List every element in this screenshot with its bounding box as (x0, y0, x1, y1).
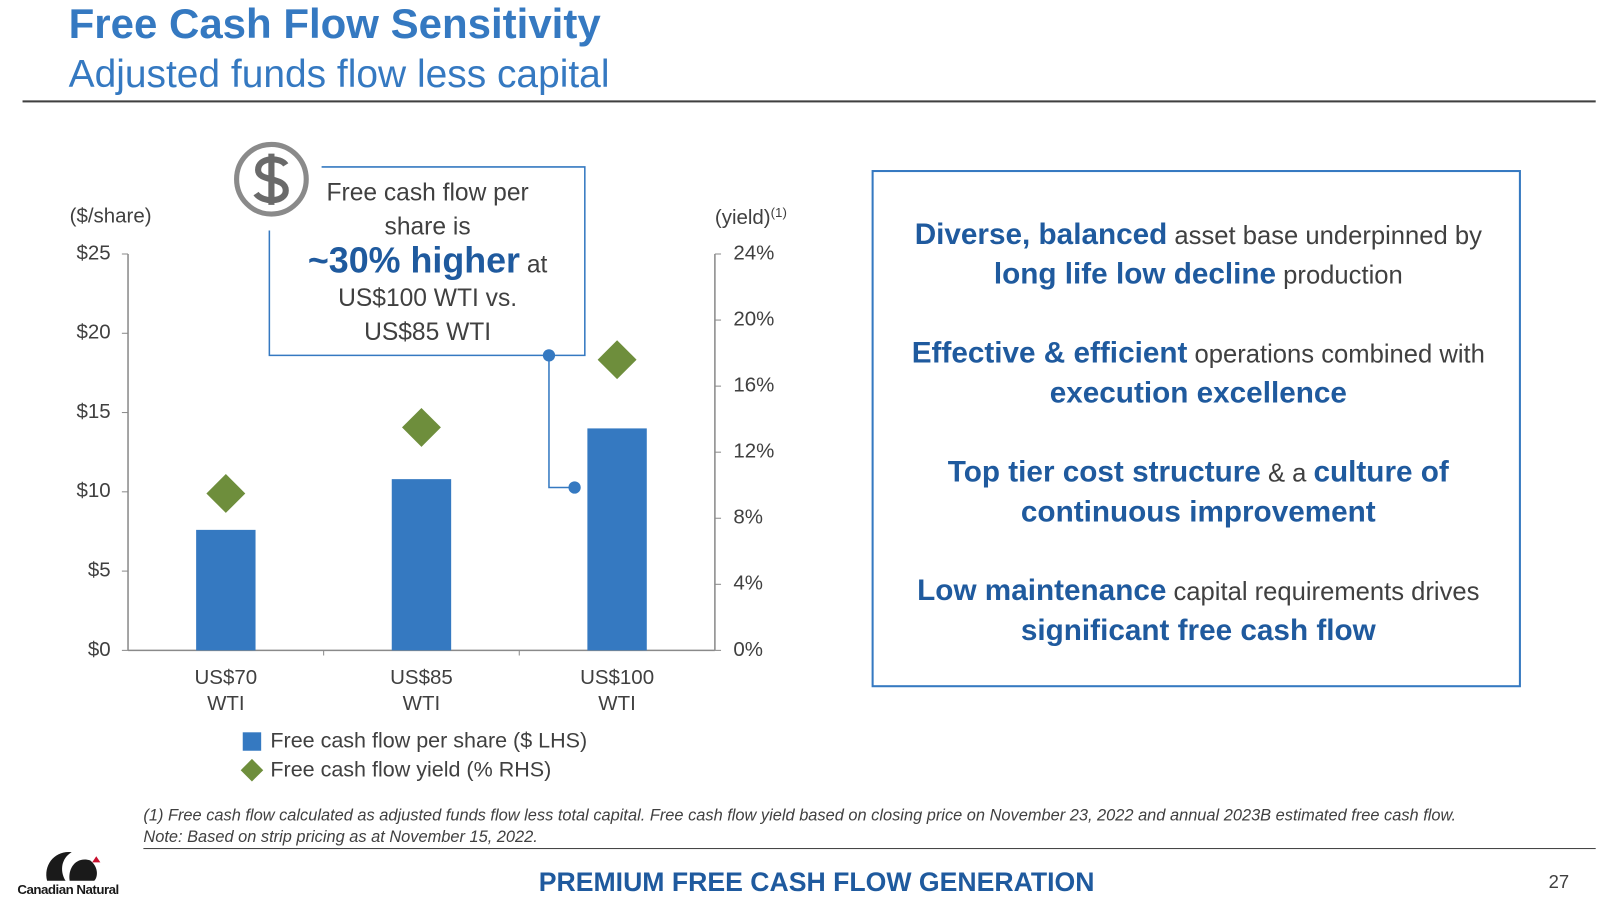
y-tick-label: $5 (88, 559, 111, 582)
highlight-emphasis: Low maintenance (917, 574, 1167, 608)
y2-tick-label: 12% (733, 440, 774, 463)
highlights: Diverse, balanced asset base underpinned… (901, 215, 1495, 690)
highlights-box (871, 170, 1521, 688)
legend-swatch (240, 758, 264, 782)
highlight: Low maintenance capital requirements dri… (901, 572, 1495, 652)
dollar-icon-sign (253, 153, 289, 205)
legend-label: Free cash flow yield (% RHS) (270, 757, 552, 782)
y-tick-label: $15 (76, 400, 110, 423)
footnotes: (1) Free cash flow calculated as adjuste… (143, 805, 1456, 848)
callout-after: at (526, 250, 548, 279)
callout-connector (548, 355, 575, 489)
callout-lead: Free cash flow per share is (326, 179, 529, 241)
legend-label: Free cash flow per share ($ LHS) (270, 729, 588, 753)
y2-tick-label: 4% (733, 572, 763, 595)
legend-item: Free cash flow yield (% RHS) (240, 756, 588, 785)
y-tick-label: $10 (76, 479, 110, 502)
page-number: 27 (1548, 871, 1570, 893)
y2-tick-label: 8% (733, 506, 763, 529)
logo-mark (46, 851, 101, 881)
highlight-text: asset base underpinned by (1174, 221, 1482, 250)
title: Free Cash Flow Sensitivity (68, 0, 601, 48)
y2-tick-label: 0% (733, 638, 763, 661)
x-tick-label: US$85 WTI (390, 666, 453, 715)
y2-tick-label: 16% (733, 374, 774, 397)
highlight-emphasis: significant free cash flow (1020, 614, 1376, 648)
footer-tagline: PREMIUM FREE CASH FLOW GENERATION (538, 866, 1095, 898)
highlight-emphasis: Diverse, balanced (914, 218, 1168, 251)
diamond-marker (206, 474, 246, 513)
y2-tick-label: 20% (733, 307, 774, 330)
legend: Free cash flow per share ($ LHS) Free cas… (240, 727, 588, 784)
footer-rule (143, 848, 1596, 850)
legend-swatch (242, 732, 262, 751)
diamond-marker (597, 340, 637, 380)
y-tick-label: $0 (88, 638, 111, 661)
callout-highlight: ~30% higher (307, 240, 521, 281)
y-tick-label: $20 (76, 321, 110, 344)
dollar-icon (234, 141, 309, 217)
logo-text: Canadian Natural (17, 881, 119, 898)
y2-axis-label-note: (1) (771, 205, 787, 220)
highlight-emphasis: long life low decline (993, 258, 1277, 291)
y2-axis-label-text: (yield) (715, 207, 771, 230)
highlight-emphasis: Top tier cost structure (947, 455, 1261, 489)
footnote: (1) Free cash flow calculated as adjuste… (143, 807, 1457, 825)
connector-dot (542, 349, 556, 362)
y-axis-label: ($/share) (70, 205, 152, 228)
diamond-marker (401, 407, 441, 447)
y2-axis-label: (yield)(1) (715, 205, 787, 230)
callout-tail: US$100 WTI vs. US$85 WTI (338, 284, 518, 347)
highlight-text: & a (1267, 458, 1307, 488)
highlight: Diverse, balanced asset base underpinned… (901, 215, 1495, 295)
subtitle: Adjusted funds flow less capital (68, 53, 610, 97)
highlight-text: capital requirements drives (1173, 577, 1480, 607)
highlight-emphasis: culture of continuous improvement (1020, 455, 1449, 529)
bar (587, 428, 647, 651)
bar (391, 479, 452, 651)
legend-marker (240, 758, 264, 782)
highlight-text: operations combined with (1194, 340, 1485, 369)
x-tick-label: US$100 WTI (580, 666, 655, 715)
highlight: Top tier cost structure & a culture of c… (901, 453, 1495, 533)
highlight-text: production (1283, 261, 1403, 290)
legend-item: Free cash flow per share ($ LHS) (240, 727, 588, 756)
legend-marker (242, 732, 262, 751)
footnote: Note: Based on strip pricing as at Novem… (143, 828, 538, 846)
highlight-emphasis: execution excellence (1049, 376, 1347, 410)
y-tick-label: $25 (76, 241, 110, 264)
callout-box (268, 166, 586, 357)
connector-dot (568, 481, 581, 494)
highlight: Effective & efficient operations combine… (901, 334, 1495, 414)
x-tick-label: US$70 WTI (194, 666, 258, 715)
highlight-emphasis: Effective & efficient (911, 336, 1188, 370)
header-rule (22, 100, 1596, 103)
y2-tick-label: 24% (733, 241, 774, 264)
bar (196, 529, 256, 651)
callout: Free cash flow per share is ~30% higher … (277, 176, 579, 349)
